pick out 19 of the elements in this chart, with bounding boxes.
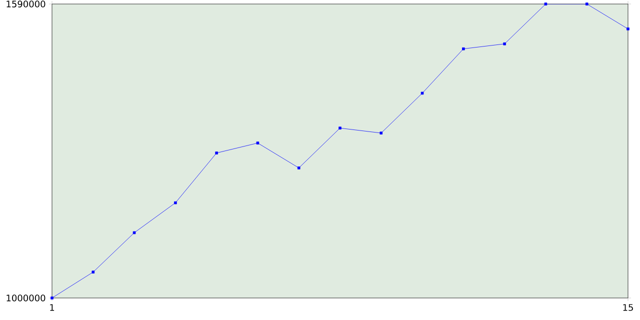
x-tick-label: 1 (50, 304, 54, 311)
point (50, 296, 54, 300)
y-tick-label: 1000000 (6, 294, 46, 302)
point (92, 270, 95, 274)
point (420, 92, 424, 95)
point (338, 126, 342, 130)
point (297, 166, 300, 170)
point (585, 2, 588, 6)
point (503, 42, 506, 46)
point (626, 28, 630, 30)
x-tick-label: 15 (623, 304, 633, 311)
point (462, 47, 465, 50)
point (256, 142, 260, 144)
point (174, 201, 177, 204)
y-tick-label: 1590000 (6, 0, 46, 8)
point (544, 2, 548, 6)
point (132, 231, 136, 234)
point (215, 152, 218, 154)
point (380, 132, 383, 134)
